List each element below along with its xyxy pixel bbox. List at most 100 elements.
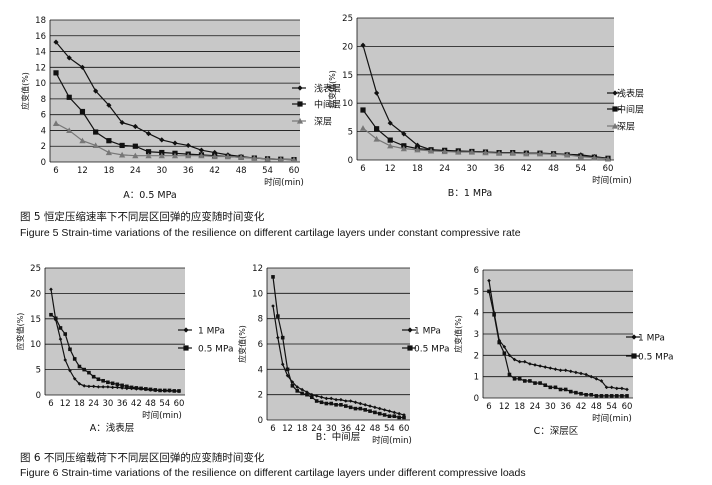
data-point [358, 401, 363, 406]
series-2 [359, 125, 612, 162]
series-1 [487, 289, 629, 398]
series-0 [487, 278, 629, 392]
data-point [58, 326, 63, 330]
data-point [82, 384, 86, 388]
data-point [314, 394, 319, 398]
data-point [614, 394, 619, 398]
data-point [339, 397, 343, 402]
data-point [148, 387, 153, 392]
chart-subtitle: B：1 MPa [448, 188, 492, 199]
data-point [510, 150, 516, 156]
data-point [66, 55, 72, 61]
data-point [359, 125, 367, 131]
series-line [488, 291, 627, 397]
data-point [528, 362, 532, 366]
series-1 [360, 107, 611, 161]
data-point [276, 335, 280, 340]
data-point [167, 389, 172, 393]
data-point [167, 388, 172, 393]
data-point [605, 155, 611, 161]
data-point [53, 316, 58, 321]
data-point [251, 154, 258, 161]
data-point [106, 385, 110, 389]
data-point [72, 357, 77, 361]
data-point [382, 408, 387, 412]
data-point [68, 368, 72, 373]
legend-entry: 中间层 [607, 104, 644, 116]
data-point [277, 156, 284, 162]
data-point [139, 387, 143, 391]
y-tick-label: 6 [41, 111, 46, 121]
data-point [212, 149, 218, 156]
x-tick-label: 6 [270, 424, 275, 434]
data-point [360, 107, 366, 113]
y-axis-label: 应变值(%) [327, 70, 337, 108]
y-tick-label: 4 [41, 126, 46, 136]
data-point [153, 388, 158, 392]
y-tick-label: 6 [258, 340, 263, 350]
data-point [58, 337, 63, 341]
data-point [93, 88, 99, 94]
data-point [343, 399, 348, 403]
data-point [523, 150, 529, 156]
x-tick-label: 6 [360, 164, 365, 174]
x-tick-label: 12 [385, 164, 396, 174]
x-tick-label: 60 [399, 424, 410, 434]
legend-label: 浅表层 [314, 83, 341, 95]
data-point [614, 386, 619, 391]
data-point [185, 152, 192, 159]
data-point [225, 152, 231, 158]
data-point [578, 152, 584, 158]
data-point [162, 389, 167, 393]
data-point [594, 377, 599, 381]
series-1 [271, 275, 406, 420]
figure-6-caption-cn: 图 6 不同压缩载荷下不同层区回弹的应变随时间变化 [20, 452, 265, 464]
data-point [280, 335, 285, 340]
legend-marker [297, 85, 303, 91]
data-point [53, 318, 58, 322]
data-point [387, 137, 393, 143]
data-point [110, 385, 115, 390]
x-tick-label: 48 [236, 166, 247, 176]
y-tick-label: 10 [342, 99, 353, 109]
series-line [50, 314, 179, 392]
data-point [455, 148, 461, 155]
data-point [468, 148, 475, 155]
y-tick-label: 10 [35, 79, 46, 89]
data-point [550, 151, 557, 157]
x-tick-label: 36 [560, 402, 571, 412]
figure-6-caption-en: Figure 6 Strain-time variations of the r… [20, 467, 526, 479]
legend-entry: 1 MPa [178, 327, 225, 337]
data-point [119, 151, 126, 158]
legend-marker [407, 345, 413, 351]
y-tick-label: 12 [252, 264, 263, 274]
legend-marker [612, 90, 618, 96]
data-point [441, 148, 448, 155]
data-point [319, 400, 324, 405]
data-point [442, 147, 448, 153]
data-point [363, 408, 367, 412]
data-point [129, 385, 134, 390]
data-point [496, 150, 502, 156]
data-point [91, 384, 96, 389]
data-point [625, 394, 629, 398]
data-point [402, 413, 406, 417]
data-point [620, 386, 624, 391]
x-tick-label: 12 [60, 399, 71, 409]
data-point [522, 359, 527, 364]
x-tick-label: 42 [209, 166, 220, 176]
data-point [502, 345, 507, 349]
data-point [310, 392, 314, 397]
data-point [172, 389, 177, 393]
x-tick-label: 18 [74, 399, 85, 409]
data-point [373, 135, 380, 142]
y-tick-label: 3 [474, 330, 479, 340]
data-point [591, 154, 598, 161]
x-tick-label: 54 [384, 424, 395, 434]
data-point [120, 386, 124, 390]
x-tick-label: 54 [606, 402, 617, 412]
legend-entry: 深层 [292, 117, 332, 128]
